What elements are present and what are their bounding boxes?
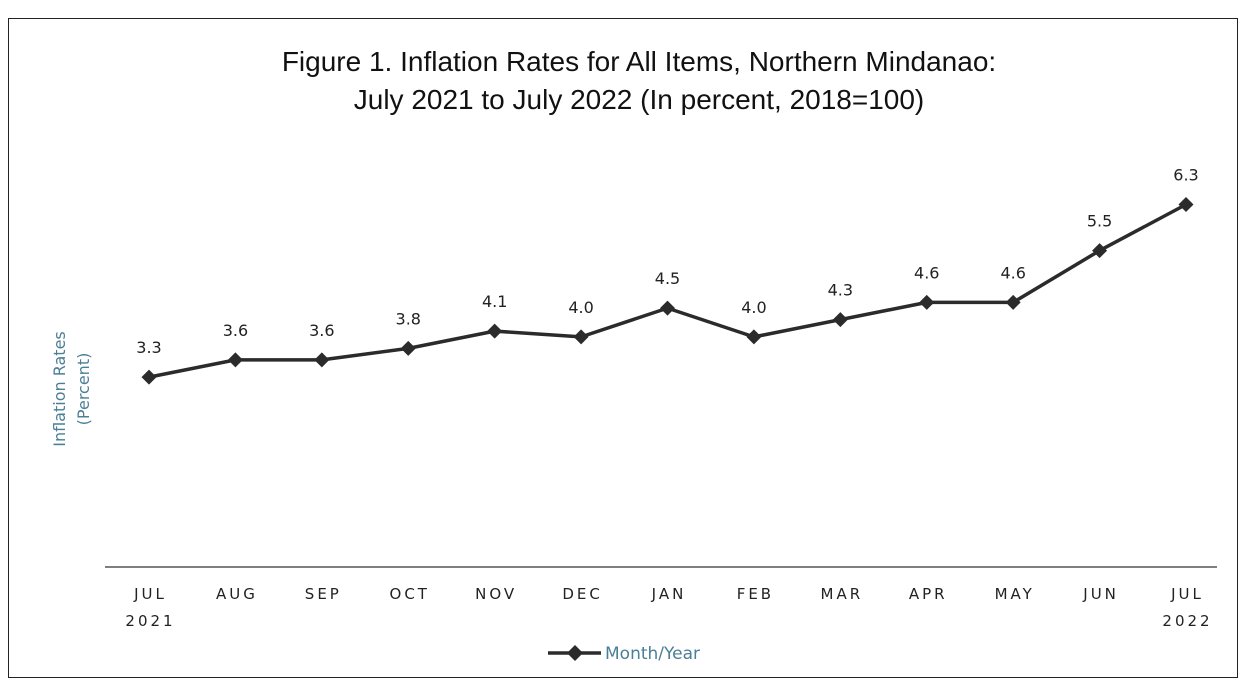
data-point-marker	[919, 294, 935, 310]
x-tick-year-label: 2021	[125, 612, 175, 630]
data-point-marker	[400, 340, 416, 356]
data-point-marker	[1005, 294, 1021, 310]
x-tick-label: JUL	[133, 585, 167, 603]
x-tick-label: JUL	[1170, 585, 1204, 603]
legend: Month/Year	[548, 644, 700, 664]
series-month-year: 3.3 3.6 3.6 3.8 4.1 4.0 4.5 4.0 4.3 4.6 4.6 5.5 6.3	[136, 166, 1199, 385]
data-label: 3.3	[136, 338, 161, 357]
data-point-marker	[141, 369, 157, 385]
y-axis-label-line-1: Inflation Rates	[50, 331, 69, 447]
series-line	[148, 202, 1187, 379]
x-tick-label: JUN	[1082, 585, 1119, 603]
data-label: 3.6	[309, 321, 334, 340]
x-tick-label: OCT	[390, 585, 430, 603]
x-tick-label: FEB	[737, 585, 774, 603]
data-point-marker	[573, 329, 589, 345]
data-label: 4.6	[914, 263, 939, 282]
data-point-marker	[314, 352, 330, 368]
data-label: 3.8	[396, 309, 421, 328]
y-axis-label: Inflation Rates (Percent)	[50, 331, 93, 447]
data-label: 4.5	[655, 269, 680, 288]
x-tick-label: SEP	[305, 585, 342, 603]
data-label: 5.5	[1087, 212, 1112, 231]
x-tick-label: APR	[909, 585, 948, 603]
data-label: 4.0	[741, 298, 766, 317]
data-label: 3.6	[223, 321, 248, 340]
data-label: 4.0	[568, 298, 593, 317]
data-label: 4.3	[828, 281, 853, 300]
x-axis-ticks: JUL 2021 AUG SEP OCT NOV DEC JAN FEB MAR APR MAY JUN…	[125, 585, 1212, 630]
data-point-marker	[487, 323, 503, 339]
x-tick-year-label: 2022	[1162, 612, 1212, 630]
chart-frame: Figure 1. Inflation Rates for All Items,…	[8, 18, 1238, 678]
data-label: 4.6	[1000, 263, 1025, 282]
x-tick-label: DEC	[562, 585, 603, 603]
data-point-marker	[660, 300, 675, 316]
legend-label: Month/Year	[605, 644, 700, 664]
data-point-marker	[1092, 243, 1108, 259]
x-tick-label: JAN	[651, 585, 687, 603]
legend-marker-diamond	[567, 645, 583, 661]
x-tick-label: MAY	[995, 585, 1035, 603]
data-label: 6.3	[1173, 166, 1198, 185]
x-tick-label: MAR	[821, 585, 864, 603]
data-point-marker	[832, 312, 848, 328]
inflation-line-chart: Figure 1. Inflation Rates for All Items,…	[50, 46, 1217, 664]
data-point-marker	[227, 352, 243, 368]
data-label: 4.1	[482, 292, 507, 311]
data-point-marker	[1178, 197, 1194, 213]
y-axis-label-line-2: (Percent)	[74, 353, 93, 426]
chart-title-line-2: July 2021 to July 2022 (In percent, 2018…	[354, 84, 925, 115]
data-point-marker	[746, 329, 762, 345]
x-tick-label: AUG	[216, 585, 258, 603]
x-tick-label: NOV	[475, 585, 517, 603]
chart-title-line-1: Figure 1. Inflation Rates for All Items,…	[282, 46, 996, 77]
